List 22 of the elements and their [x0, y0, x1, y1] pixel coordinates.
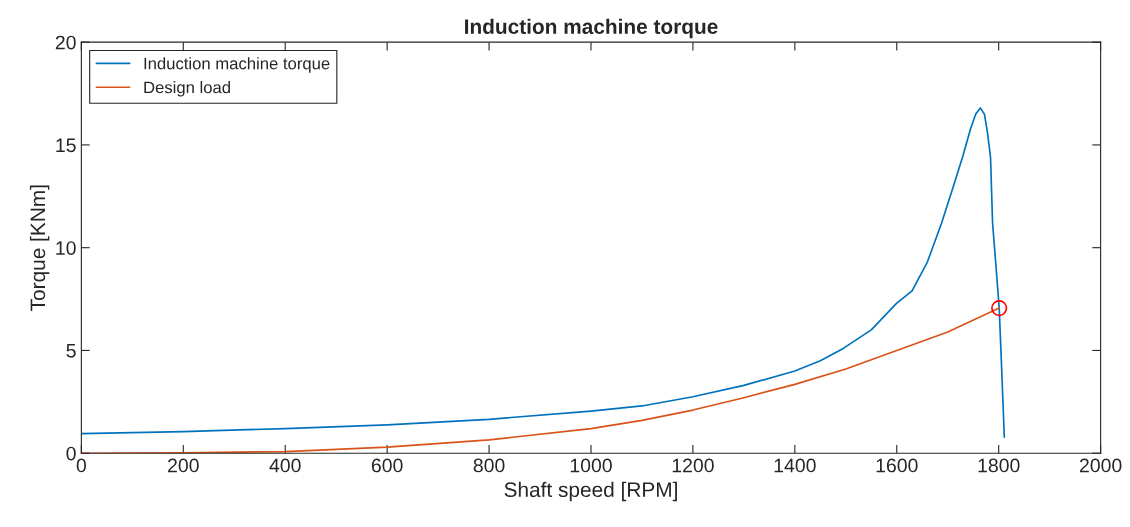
y-tick-label: 5	[66, 344, 76, 358]
y-tick-label: 15	[56, 138, 76, 153]
x-tick-label: 1000	[570, 458, 612, 473]
x-tick-label: 200	[168, 458, 199, 473]
y-tick-label: 10	[56, 241, 76, 255]
x-axis-title: Shaft speed [RPM]	[504, 481, 677, 502]
legend-label: Design load	[144, 81, 230, 97]
y-tick-label: 0	[66, 446, 76, 461]
line-series	[81, 107, 1006, 439]
chart-title: Induction machine torque	[465, 18, 718, 39]
x-tick-label: 1200	[672, 458, 714, 473]
y-axis-title: Torque [KNm]	[29, 185, 50, 311]
x-tick-label: 2000	[1079, 458, 1122, 473]
x-tick-label: 1400	[774, 458, 816, 473]
x-tick-label: 1800	[978, 458, 1020, 473]
y-tick-label: 20	[55, 35, 76, 50]
x-tick-label: 400	[269, 458, 301, 473]
x-tick-label: 1600	[876, 458, 918, 473]
legend-label: Induction machine torque	[144, 57, 330, 73]
x-tick-label: 0	[76, 458, 87, 473]
x-tick-label: 800	[473, 458, 505, 473]
x-tick-label: 600	[371, 458, 403, 473]
